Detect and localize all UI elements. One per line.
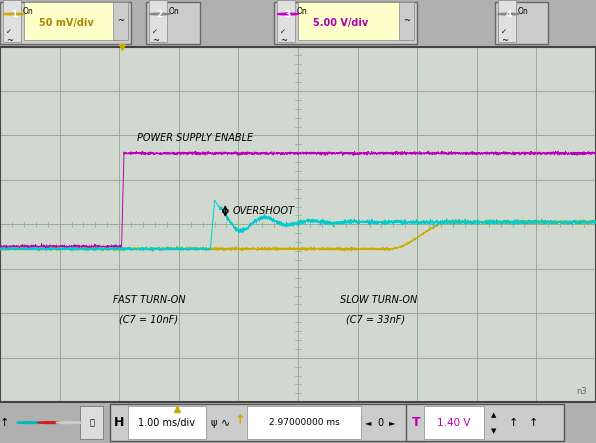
FancyBboxPatch shape [149, 0, 167, 42]
Circle shape [149, 13, 170, 15]
FancyBboxPatch shape [0, 2, 131, 44]
FancyBboxPatch shape [495, 2, 548, 44]
Text: (C7 = 33nF): (C7 = 33nF) [346, 315, 405, 325]
FancyBboxPatch shape [80, 406, 103, 439]
Text: ~: ~ [501, 36, 508, 45]
Text: ψ: ψ [210, 418, 216, 427]
Text: On: On [517, 7, 528, 16]
Text: ✓: ✓ [152, 30, 158, 35]
Text: 2.97000000 ms: 2.97000000 ms [269, 418, 339, 427]
Circle shape [56, 422, 82, 424]
FancyBboxPatch shape [274, 2, 417, 44]
Text: ~: ~ [152, 36, 159, 45]
Text: 50 mV/div: 50 mV/div [39, 18, 94, 28]
Text: ~: ~ [280, 36, 287, 45]
Circle shape [3, 13, 24, 15]
Text: ↑: ↑ [234, 414, 245, 427]
FancyBboxPatch shape [498, 0, 516, 42]
Text: On: On [169, 7, 179, 16]
Text: H: H [114, 416, 125, 429]
Text: n3: n3 [576, 387, 587, 396]
Text: 1: 1 [11, 10, 17, 19]
FancyBboxPatch shape [110, 404, 426, 441]
FancyBboxPatch shape [424, 406, 484, 439]
Text: 2: 2 [157, 10, 163, 19]
FancyBboxPatch shape [399, 2, 414, 39]
Text: ~: ~ [403, 16, 410, 25]
Text: 1.00 ms/div: 1.00 ms/div [138, 418, 195, 427]
Circle shape [277, 13, 299, 15]
Text: T: T [412, 416, 420, 429]
Text: ↑: ↑ [509, 418, 519, 427]
Text: (C7 = 10nF): (C7 = 10nF) [119, 315, 178, 325]
Circle shape [498, 13, 519, 15]
Text: On: On [23, 7, 33, 16]
Text: ▼: ▼ [491, 428, 496, 435]
Text: On: On [297, 7, 308, 16]
Circle shape [17, 422, 43, 424]
Text: ∿: ∿ [221, 418, 230, 427]
Text: 5.00 V/div: 5.00 V/div [313, 18, 368, 28]
Text: ↑: ↑ [529, 418, 538, 427]
Text: ✓: ✓ [280, 30, 286, 35]
Text: OVERSHOOT: OVERSHOOT [232, 206, 294, 216]
Text: ~: ~ [117, 16, 124, 25]
FancyBboxPatch shape [298, 2, 408, 39]
Text: ~: ~ [6, 36, 13, 45]
Text: ◄: ◄ [365, 418, 371, 427]
Text: ►: ► [389, 418, 395, 427]
Text: ✓: ✓ [501, 30, 507, 35]
Circle shape [38, 422, 64, 424]
FancyBboxPatch shape [406, 404, 564, 441]
Text: ▲: ▲ [491, 412, 496, 418]
Text: ↑: ↑ [0, 418, 10, 427]
Text: 0: 0 [377, 418, 383, 427]
FancyBboxPatch shape [146, 2, 200, 44]
Text: 3: 3 [285, 10, 291, 19]
FancyBboxPatch shape [3, 0, 21, 42]
Text: 1.40 V: 1.40 V [437, 418, 471, 427]
FancyBboxPatch shape [277, 0, 295, 42]
FancyBboxPatch shape [24, 2, 122, 39]
Text: 📁: 📁 [89, 418, 94, 427]
Text: FAST TURN-ON: FAST TURN-ON [113, 295, 186, 305]
FancyBboxPatch shape [113, 2, 128, 39]
FancyBboxPatch shape [247, 406, 361, 439]
Text: SLOW TURN-ON: SLOW TURN-ON [340, 295, 417, 305]
Text: ✓: ✓ [6, 30, 12, 35]
FancyBboxPatch shape [128, 406, 206, 439]
Text: 4: 4 [505, 10, 511, 19]
Text: POWER SUPPLY ENABLE: POWER SUPPLY ENABLE [137, 132, 253, 143]
